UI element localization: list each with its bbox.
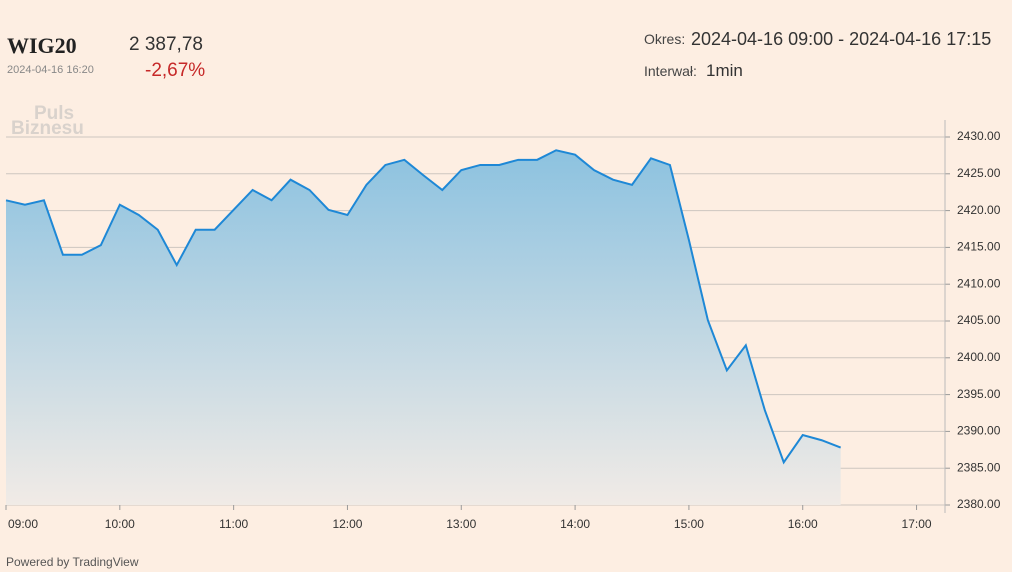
x-tick-label: 15:00 (674, 517, 704, 531)
period-label: Okres: (644, 31, 686, 47)
y-tick-label: 2405.00 (957, 313, 1001, 327)
datetime: 2024-04-16 16:20 (7, 64, 94, 76)
interval: 1min (706, 61, 743, 80)
y-tick-label: 2380.00 (957, 497, 1001, 511)
y-tick-label: 2425.00 (957, 166, 1001, 180)
x-tick-label: 17:00 (902, 517, 932, 531)
x-tick-label: 11:00 (219, 517, 248, 531)
x-tick-label: 12:00 (332, 517, 362, 531)
y-tick-label: 2400.00 (957, 350, 1001, 364)
y-tick-label: 2420.00 (957, 203, 1001, 217)
x-tick-label: 13:00 (446, 517, 476, 531)
y-tick-label: 2415.00 (957, 240, 1001, 254)
interval-label: Interwał: (644, 63, 697, 79)
price: 2 387,78 (129, 34, 203, 55)
x-tick-label: 09:00 (8, 517, 38, 531)
x-tick-label: 16:00 (788, 517, 818, 531)
x-tick-label: 14:00 (560, 517, 590, 531)
change: -2,67% (145, 60, 206, 81)
symbol: WIG20 (7, 33, 77, 58)
period: 2024-04-16 09:00 - 2024-04-16 17:15 (691, 29, 992, 49)
watermark: Puls (34, 103, 75, 124)
footer: Powered by TradingView (6, 555, 139, 569)
y-tick-label: 2395.00 (957, 387, 1001, 401)
area (6, 150, 841, 506)
y-tick-label: 2410.00 (957, 276, 1001, 290)
x-tick-label: 10:00 (105, 517, 135, 531)
line (5, 149, 842, 465)
y-tick-label: 2390.00 (957, 424, 1001, 438)
y-tick-label: 2430.00 (957, 129, 1001, 143)
y-tick-label: 2385.00 (957, 460, 1001, 474)
watermark: Biznesu (11, 118, 84, 139)
